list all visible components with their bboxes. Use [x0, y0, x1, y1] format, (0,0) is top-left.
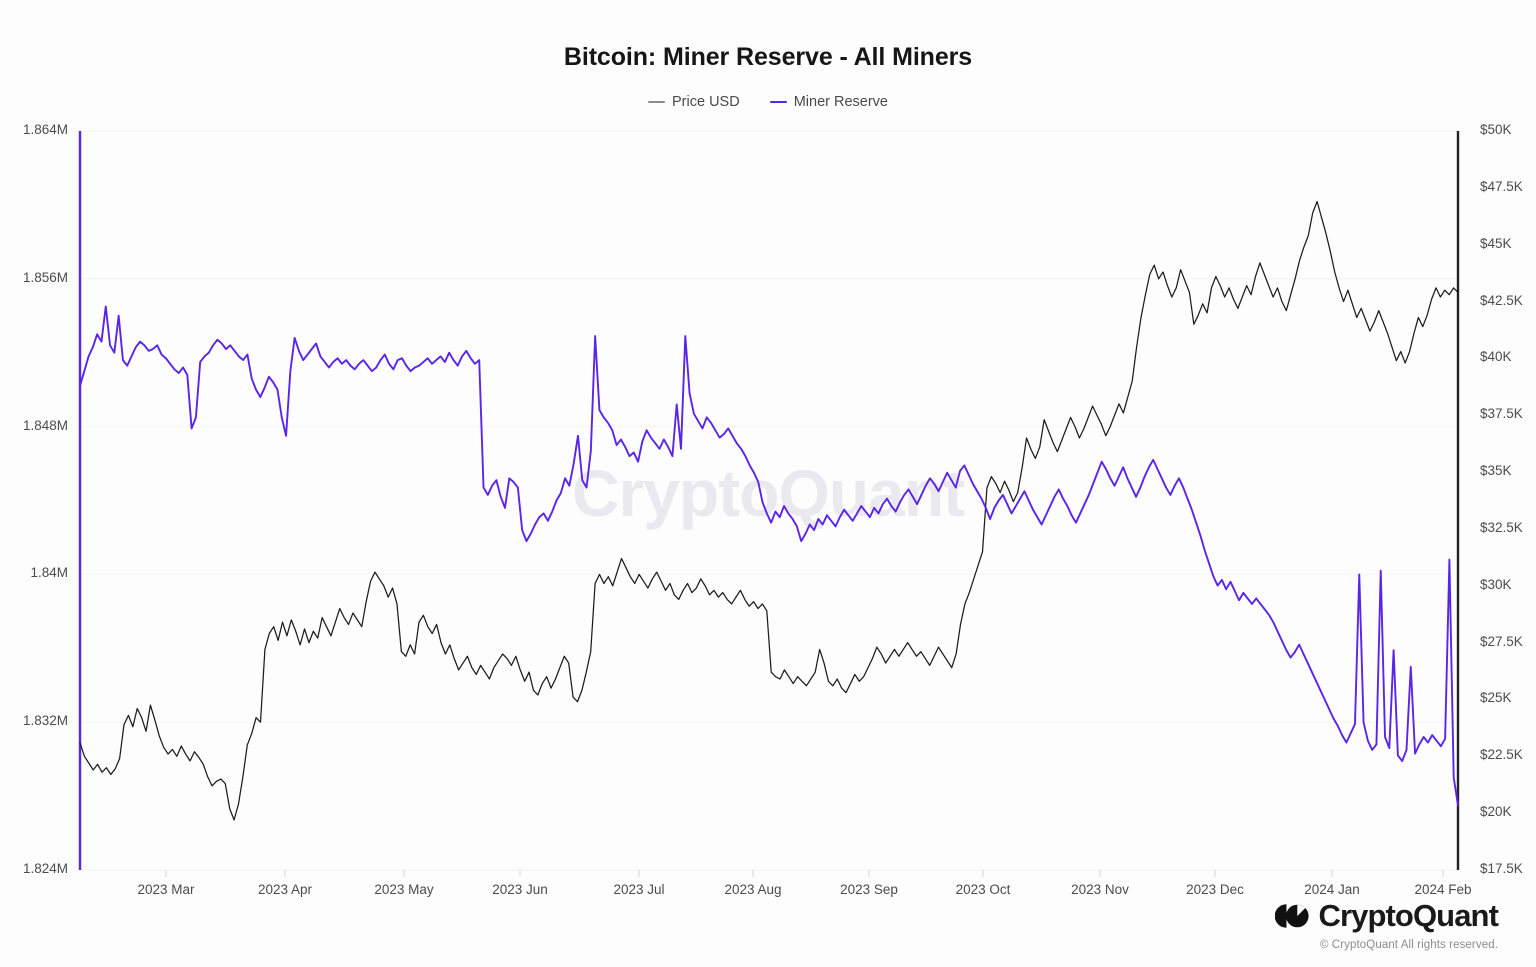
y-axis-right-tick: $25K	[1480, 690, 1512, 706]
series-path-0	[79, 200, 1459, 821]
y-axis-right-tick: $32.5K	[1480, 519, 1523, 535]
y-axis-left-tick: 1.824M	[22, 861, 68, 876]
y-axis-right-tick: $40K	[1480, 349, 1512, 365]
x-axis-tick: 2023 Oct	[955, 882, 1011, 897]
x-axis-tick: 2023 Nov	[1071, 882, 1129, 897]
x-axis-tick: 2024 Jan	[1304, 882, 1360, 897]
x-axis-tick: 2023 Apr	[257, 882, 313, 897]
y-axis-right-tick: $42.5K	[1480, 292, 1523, 308]
footer: CryptoQuant © CryptoQuant All rights res…	[1275, 898, 1499, 951]
x-axis-tick: 2023 Jul	[613, 882, 665, 897]
y-axis-left-tick: 1.856M	[22, 269, 68, 285]
y-axis-right-tick: $37.5K	[1480, 406, 1523, 422]
chart-legend: Price USD Miner Reserve	[0, 94, 1536, 110]
x-axis-tick: 2023 Dec	[1186, 882, 1244, 897]
y-axis-right-tick: $45K	[1480, 235, 1512, 251]
y-axis-right-tick: $47.5K	[1480, 178, 1523, 194]
chart-title: Bitcoin: Miner Reserve - All Miners	[563, 43, 973, 71]
legend-swatch-reserve	[769, 100, 787, 104]
watermark-text: CryptoQuant	[571, 456, 965, 530]
x-axis-tick: 2023 Mar	[137, 882, 195, 897]
x-axis-tick: 2023 Sep	[840, 882, 898, 897]
legend-label-reserve: Miner Reserve	[793, 94, 888, 110]
cryptoquant-logo-icon	[1275, 904, 1310, 928]
y-axis-right-tick: $20K	[1480, 804, 1512, 820]
y-axis-right-tick: $22.5K	[1480, 747, 1523, 763]
x-axis-tick: 2023 Jun	[492, 882, 548, 897]
y-axis-right-tick: $27.5K	[1480, 633, 1523, 649]
x-axis-tick: 2024 Feb	[1414, 882, 1472, 897]
legend-label-price: Price USD	[672, 94, 740, 110]
brand-row: CryptoQuant	[1275, 898, 1499, 934]
y-axis-left-tick: 1.832M	[22, 713, 68, 729]
legend-swatch-price	[648, 100, 666, 104]
series-path-1	[79, 305, 1459, 807]
x-axis-tick: 2023 Aug	[724, 882, 782, 897]
y-axis-left-tick: 1.848M	[22, 417, 68, 433]
legend-item-reserve[interactable]: Miner Reserve	[769, 94, 888, 110]
legend-item-price[interactable]: Price USD	[648, 94, 740, 110]
y-axis-right-tick: $17.5K	[1480, 861, 1523, 876]
x-axis-tick: 2023 May	[374, 882, 434, 897]
y-axis-left-tick: 1.84M	[30, 565, 68, 581]
y-axis-left-tick: 1.864M	[22, 122, 68, 137]
copyright-text: © CryptoQuant All rights reserved.	[1319, 939, 1498, 951]
brand-name: CryptoQuant	[1318, 898, 1498, 933]
y-axis-right-tick: $35K	[1480, 463, 1512, 479]
y-axis-right-tick: $50K	[1480, 122, 1512, 137]
y-axis-right-tick: $30K	[1480, 576, 1512, 592]
